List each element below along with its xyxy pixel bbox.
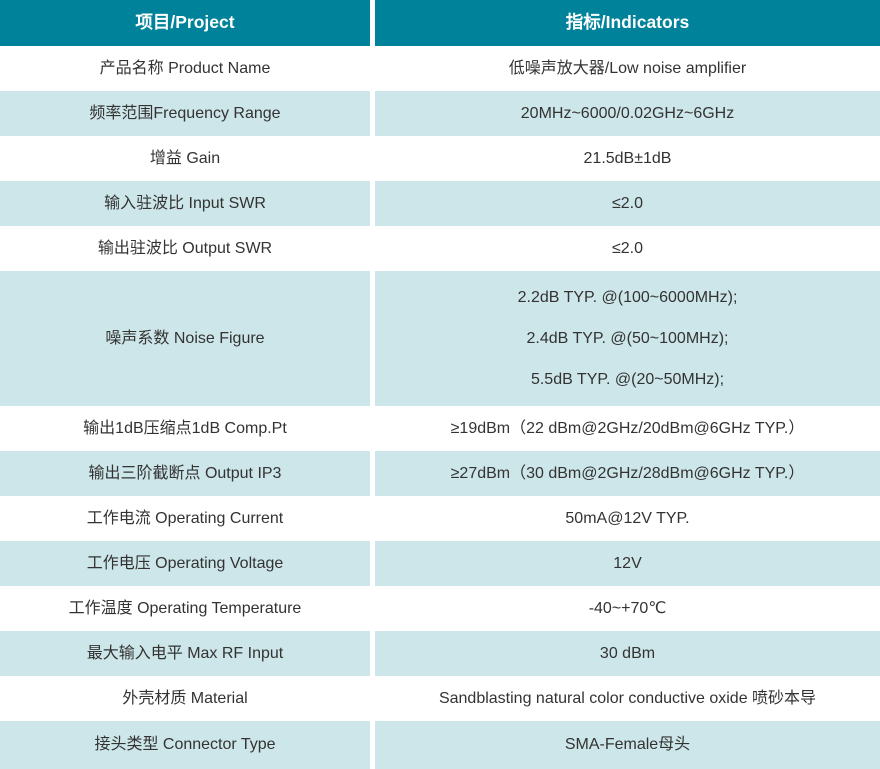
row-value: SMA-Female母头 — [564, 736, 691, 753]
row-gain: 增益 Gain 21.5dB±1dB — [0, 136, 880, 181]
table-header-row: 项目/Project 指标/Indicators — [0, 0, 880, 46]
indicator-cell: 50mA@12V TYP. — [375, 496, 880, 541]
header-indicators-cell: 指标/Indicators — [375, 0, 880, 46]
row-value: 30 dBm — [599, 644, 656, 662]
row-label: 输出驻波比 Output SWR — [97, 239, 273, 257]
row-frequency-range: 频率范围Frequency Range 20MHz~6000/0.02GHz~6… — [0, 91, 880, 136]
row-material: 外壳材质 Material Sandblasting natural color… — [0, 676, 880, 721]
noise-figure-line-1: 2.2dB TYP. @(100~6000MHz); — [517, 288, 738, 306]
project-cell: 输出驻波比 Output SWR — [0, 226, 370, 271]
row-value: ≤2.0 — [611, 239, 644, 257]
project-cell: 产品名称 Product Name — [0, 46, 370, 91]
row-value: ≥27dBm（30 dBm@2GHz/28dBm@6GHz TYP.） — [450, 464, 805, 482]
project-cell: 输出三阶截断点 Output IP3 — [0, 451, 370, 496]
row-label: 接头类型 Connector Type — [94, 736, 276, 753]
row-max-rf-input: 最大输入电平 Max RF Input 30 dBm — [0, 631, 880, 676]
noise-figure-line-3: 5.5dB TYP. @(20~50MHz); — [530, 370, 725, 388]
indicator-cell: 21.5dB±1dB — [375, 136, 880, 181]
project-cell: 噪声系数 Noise Figure — [0, 271, 370, 406]
row-value: 低噪声放大器/Low noise amplifier — [508, 59, 747, 77]
row-label: 噪声系数 Noise Figure — [105, 329, 265, 347]
row-label: 输出三阶截断点 Output IP3 — [88, 464, 282, 482]
project-cell: 工作电压 Operating Voltage — [0, 541, 370, 586]
header-indicators-label: 指标/Indicators — [565, 12, 690, 33]
project-cell: 外壳材质 Material — [0, 676, 370, 721]
project-cell: 增益 Gain — [0, 136, 370, 181]
row-label: 增益 Gain — [149, 149, 221, 167]
row-operating-voltage: 工作电压 Operating Voltage 12V — [0, 541, 880, 586]
row-value: 50mA@12V TYP. — [565, 509, 690, 527]
row-label: 工作电流 Operating Current — [86, 509, 284, 527]
row-noise-figure: 噪声系数 Noise Figure 2.2dB TYP. @(100~6000M… — [0, 271, 880, 406]
row-label: 频率范围Frequency Range — [89, 104, 281, 122]
indicator-cell: ≥19dBm（22 dBm@2GHz/20dBm@6GHz TYP.） — [375, 406, 880, 451]
row-label: 产品名称 Product Name — [99, 59, 271, 77]
row-operating-current: 工作电流 Operating Current 50mA@12V TYP. — [0, 496, 880, 541]
indicator-cell: 2.2dB TYP. @(100~6000MHz); 2.4dB TYP. @(… — [375, 271, 880, 406]
row-value: 21.5dB±1dB — [583, 149, 672, 167]
row-label: 最大输入电平 Max RF Input — [86, 644, 284, 662]
row-value: ≥19dBm（22 dBm@2GHz/20dBm@6GHz TYP.） — [450, 419, 805, 437]
row-value: ≤2.0 — [611, 194, 644, 212]
project-cell: 频率范围Frequency Range — [0, 91, 370, 136]
project-cell: 接头类型 Connector Type — [0, 721, 370, 769]
indicator-cell: SMA-Female母头 — [375, 721, 880, 769]
indicator-cell: ≤2.0 — [375, 181, 880, 226]
row-output-swr: 输出驻波比 Output SWR ≤2.0 — [0, 226, 880, 271]
project-cell: 输入驻波比 Input SWR — [0, 181, 370, 226]
indicator-cell: ≤2.0 — [375, 226, 880, 271]
row-label: 外壳材质 Material — [122, 689, 248, 707]
indicator-cell: Sandblasting natural color conductive ox… — [375, 676, 880, 721]
row-product-name: 产品名称 Product Name 低噪声放大器/Low noise ampli… — [0, 46, 880, 91]
row-label: 工作电压 Operating Voltage — [86, 554, 284, 572]
row-operating-temperature: 工作温度 Operating Temperature -40~+70℃ — [0, 586, 880, 631]
row-value: -40~+70℃ — [588, 599, 667, 617]
indicator-cell: 20MHz~6000/0.02GHz~6GHz — [375, 91, 880, 136]
project-cell: 工作温度 Operating Temperature — [0, 586, 370, 631]
indicator-cell: 30 dBm — [375, 631, 880, 676]
project-cell: 工作电流 Operating Current — [0, 496, 370, 541]
indicator-cell: 12V — [375, 541, 880, 586]
noise-figure-line-2: 2.4dB TYP. @(50~100MHz); — [526, 329, 729, 347]
indicator-cell: ≥27dBm（30 dBm@2GHz/28dBm@6GHz TYP.） — [375, 451, 880, 496]
indicator-cell: 低噪声放大器/Low noise amplifier — [375, 46, 880, 91]
row-input-swr: 输入驻波比 Input SWR ≤2.0 — [0, 181, 880, 226]
project-cell: 最大输入电平 Max RF Input — [0, 631, 370, 676]
row-label: 输入驻波比 Input SWR — [104, 194, 266, 212]
row-value: Sandblasting natural color conductive ox… — [438, 689, 817, 707]
row-value: 20MHz~6000/0.02GHz~6GHz — [520, 104, 735, 122]
indicator-cell: -40~+70℃ — [375, 586, 880, 631]
row-label: 工作温度 Operating Temperature — [68, 599, 302, 617]
header-project-label: 项目/Project — [135, 12, 235, 33]
row-output-ip3: 输出三阶截断点 Output IP3 ≥27dBm（30 dBm@2GHz/28… — [0, 451, 880, 496]
row-connector-type: 接头类型 Connector Type SMA-Female母头 — [0, 721, 880, 769]
row-label: 输出1dB压缩点1dB Comp.Pt — [83, 419, 287, 437]
row-1db-comp-pt: 输出1dB压缩点1dB Comp.Pt ≥19dBm（22 dBm@2GHz/2… — [0, 406, 880, 451]
row-value: 12V — [613, 554, 642, 572]
project-cell: 输出1dB压缩点1dB Comp.Pt — [0, 406, 370, 451]
header-project-cell: 项目/Project — [0, 0, 370, 46]
